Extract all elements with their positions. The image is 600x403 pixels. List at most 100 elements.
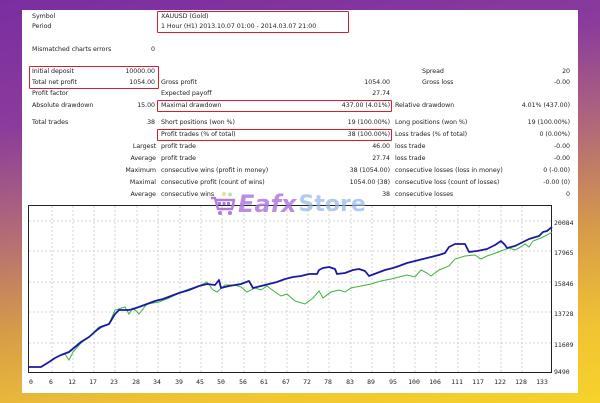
- x-tick: 67: [282, 378, 290, 386]
- period-value: 1 Hour (H1) 2013.10.07 01:00 - 2014.03.0…: [161, 23, 317, 30]
- row-left-value: 1054.00 (38): [349, 179, 390, 186]
- total-trades-label: Total trades: [32, 119, 69, 126]
- x-tick: 17: [89, 378, 97, 386]
- symbol-label: Symbol: [32, 13, 56, 20]
- x-tick: 34: [153, 378, 161, 386]
- absolute-drawdown-value: 15.00: [137, 102, 155, 109]
- x-tick: 117: [472, 378, 484, 386]
- x-tick: 6: [49, 378, 53, 386]
- row-right-label: loss trade: [395, 155, 426, 162]
- x-tick: 95: [389, 378, 397, 386]
- x-tick: 50: [217, 378, 225, 386]
- row-prefix: Average: [130, 155, 156, 162]
- row-right-value: -0.00: [553, 143, 570, 150]
- y-tick: 11609: [554, 341, 574, 349]
- report-panel: Symbol XAUUSD (Gold) Period 1 Hour (H1) …: [22, 10, 578, 393]
- mismatched-label: Mismatched charts errors: [32, 46, 112, 53]
- x-tick: 72: [303, 378, 311, 386]
- loss-trades-label: Loss trades (% of total): [395, 131, 468, 138]
- x-tick: 106: [429, 378, 441, 386]
- row-prefix: Average: [130, 191, 156, 198]
- period-label: Period: [32, 23, 52, 30]
- row-prefix: Maximal: [129, 179, 156, 186]
- row-left-label: profit trade: [161, 143, 196, 150]
- x-tick: 23: [110, 378, 118, 386]
- y-tick: 13728: [554, 310, 574, 318]
- row-right-value: -0.00: [553, 155, 570, 162]
- x-tick: 28: [132, 378, 140, 386]
- x-tick: 128: [515, 378, 527, 386]
- long-positions-label: Long positions (won %): [395, 119, 468, 126]
- x-tick: 12: [68, 378, 76, 386]
- absolute-drawdown-label: Absolute drawdown: [32, 102, 94, 109]
- row-right-value: -0.00 (0): [543, 179, 570, 186]
- balance-chart: [28, 205, 553, 374]
- row-right-label: loss trade: [395, 143, 426, 150]
- x-tick: 89: [367, 378, 375, 386]
- loss-trades-value: 0 (0.00%): [539, 131, 571, 138]
- total-net-profit-label: Total net profit: [32, 79, 77, 86]
- row-right-label: consecutive losses: [395, 191, 454, 198]
- spread-label: Spread: [422, 68, 444, 75]
- row-left-label: consecutive profit (count of wins): [161, 179, 265, 186]
- relative-drawdown-label: Relative drawdown: [395, 102, 455, 109]
- maximal-drawdown-label: Maximal drawdown: [161, 102, 222, 109]
- gross-loss-label: Gross loss: [422, 79, 454, 86]
- gross-loss-value: -0.00: [553, 79, 570, 86]
- x-tick: 78: [324, 378, 332, 386]
- row-left-label: consecutive wins: [161, 191, 215, 198]
- short-positions-value: 19 (100.00%): [347, 119, 390, 126]
- gross-profit-value: 1054.00: [364, 79, 390, 86]
- initial-deposit-value: 10000.00: [125, 68, 155, 75]
- x-tick: 39: [175, 378, 183, 386]
- profit-factor-label: Profit factor: [32, 90, 69, 97]
- row-right-value: 0: [566, 191, 570, 198]
- row-right-label: consecutive losses (loss in money): [395, 167, 503, 174]
- row-left-label: consecutive wins (profit in money): [161, 167, 269, 174]
- expected-payoff-label: Expected payoff: [161, 90, 212, 97]
- profit-trades-value: 38 (100.00%): [347, 131, 390, 138]
- equity-line: [29, 231, 553, 368]
- total-net-profit-value: 1054.00: [129, 79, 155, 86]
- row-left-value: 38 (1054.00): [349, 167, 390, 174]
- balance-line: [29, 226, 553, 368]
- x-tick: 133: [536, 378, 548, 386]
- symbol-value: XAUUSD (Gold): [161, 13, 209, 20]
- x-tick: 122: [494, 378, 506, 386]
- balance-chart-plot: [29, 206, 553, 374]
- x-tick: 61: [260, 378, 268, 386]
- symbol-period-highlight: [157, 11, 349, 33]
- profit-trades-label: Profit trades (% of total): [161, 131, 236, 138]
- profit-trades-highlight: [157, 129, 392, 141]
- total-trades-value: 38: [147, 119, 155, 126]
- x-tick: 45: [196, 378, 204, 386]
- spread-value: 20: [562, 68, 570, 75]
- x-tick: 83: [346, 378, 354, 386]
- row-left-value: 27.74: [372, 155, 390, 162]
- maximal-drawdown-value: 437.00 (4.01%): [341, 102, 390, 109]
- gross-profit-label: Gross profit: [161, 79, 197, 86]
- mismatched-value: 0: [151, 46, 155, 53]
- y-tick: 15846: [554, 280, 574, 288]
- row-prefix: Largest: [132, 143, 156, 150]
- x-tick: 100: [408, 378, 420, 386]
- deposit-profit-highlight: [29, 66, 159, 89]
- x-tick: 111: [451, 378, 463, 386]
- initial-deposit-label: Initial deposit: [32, 68, 74, 75]
- y-tick: 9490: [554, 368, 570, 376]
- row-prefix: Maximum: [125, 167, 156, 174]
- row-left-label: profit trade: [161, 155, 196, 162]
- row-left-value: 38: [382, 191, 390, 198]
- maximal-drawdown-highlight: [157, 100, 392, 112]
- chart-grid: [29, 206, 553, 374]
- x-tick: 56: [239, 378, 247, 386]
- y-tick: 20084: [554, 219, 574, 227]
- expected-payoff-value: 27.74: [372, 90, 390, 97]
- row-left-value: 46.00: [372, 143, 390, 150]
- relative-drawdown-value: 4.01% (437.00): [521, 102, 570, 109]
- row-right-value: 0 (-0.00): [543, 167, 570, 174]
- long-positions-value: 19 (100.00%): [527, 119, 570, 126]
- row-right-label: consecutive loss (count of losses): [395, 179, 500, 186]
- y-tick: 17965: [554, 249, 574, 257]
- short-positions-label: Short positions (won %): [161, 119, 235, 126]
